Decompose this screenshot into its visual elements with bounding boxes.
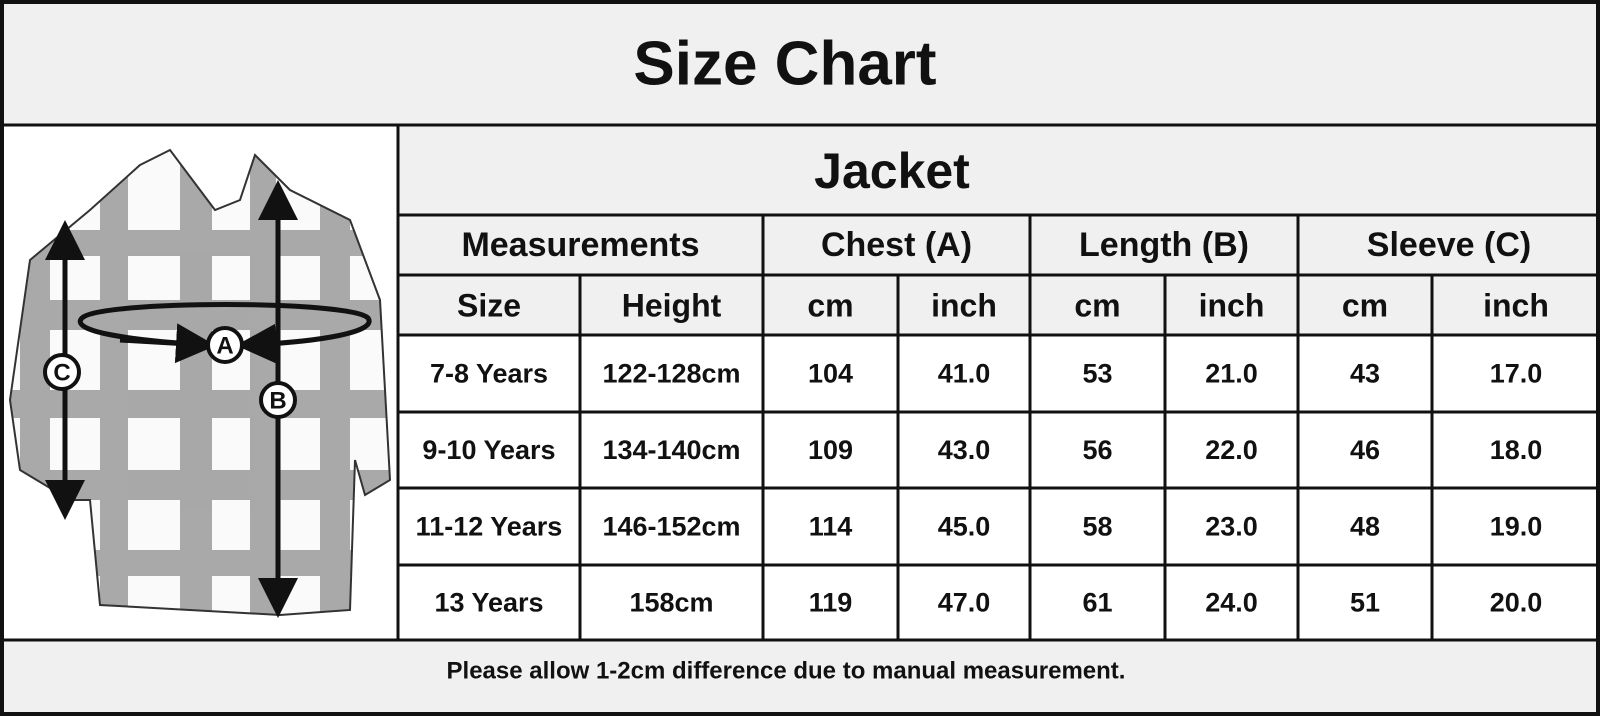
table-cell: 22.0: [1205, 435, 1258, 465]
table-cell: 119: [809, 588, 853, 618]
table-cell: 104: [808, 359, 853, 389]
table-cell: 20.0: [1490, 588, 1543, 618]
table-cell: 109: [808, 435, 853, 465]
table-cell: 9-10 Years: [422, 435, 555, 465]
table-cell: 24.0: [1205, 588, 1258, 618]
table-cell: 134-140cm: [602, 435, 740, 465]
table-cell: 61: [1082, 588, 1112, 618]
group-header: Sleeve (C): [1367, 226, 1531, 264]
sub-header: inch: [931, 287, 997, 323]
table-cell: 18.0: [1490, 435, 1543, 465]
table-cell: 53: [1082, 359, 1112, 389]
table-cell: 122-128cm: [602, 359, 740, 389]
sub-header: inch: [1483, 287, 1549, 323]
table-cell: 45.0: [938, 512, 991, 542]
caption-band: [398, 125, 1600, 215]
sub-header: cm: [1074, 287, 1120, 323]
sub-header: Height: [622, 287, 722, 323]
table-cell: 17.0: [1490, 359, 1543, 389]
table-cell: 46: [1350, 435, 1380, 465]
table-cell: 48: [1350, 512, 1380, 542]
footer-band: [2, 640, 1598, 714]
table-cell: 114: [809, 512, 853, 542]
table-cell: 56: [1082, 435, 1112, 465]
table-cell: 7-8 Years: [430, 359, 548, 389]
diagram-label: A: [216, 332, 233, 359]
table-cell: 11-12 Years: [416, 512, 563, 542]
table: Measurements Chest (A) Length (B) Sleeve (C…: [416, 226, 1549, 618]
table-cell: 19.0: [1490, 512, 1543, 542]
group-header: Chest (A): [821, 226, 972, 264]
sub-header: Size: [457, 287, 521, 323]
sub-header: cm: [1342, 287, 1388, 323]
sub-header: inch: [1199, 287, 1265, 323]
table-cell: 58: [1082, 512, 1112, 542]
table-cell: 51: [1350, 588, 1380, 618]
table-cell: 146-152cm: [602, 512, 740, 542]
table-cell: 43: [1350, 359, 1380, 389]
table-cell: 41.0: [938, 359, 991, 389]
title-band: [2, 2, 1598, 125]
table-caption: Jacket: [814, 143, 970, 199]
table-cell: 21.0: [1205, 359, 1258, 389]
footnote: Please allow 1-2cm difference due to man…: [447, 657, 1126, 684]
group-header: Measurements: [461, 226, 699, 264]
title: Size Chart: [633, 29, 936, 98]
group-header: Length (B): [1079, 226, 1249, 264]
diagram-label: B: [269, 387, 286, 414]
diagram-label: C: [53, 359, 70, 386]
table-cell: 13 Years: [434, 588, 543, 618]
sub-header: cm: [807, 287, 853, 323]
table-cell: 47.0: [938, 588, 991, 618]
table-cell: 158cm: [629, 588, 713, 618]
table-cell: 23.0: [1205, 512, 1258, 542]
table-cell: 43.0: [938, 435, 991, 465]
